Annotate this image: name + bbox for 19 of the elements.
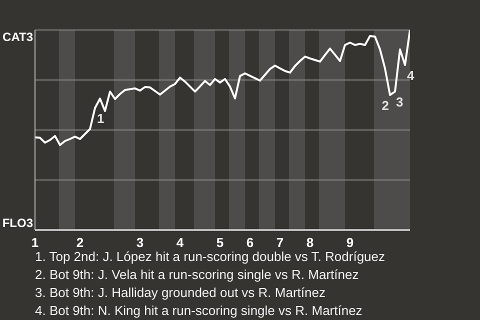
- annotation: 2: [382, 98, 389, 113]
- text: 3. Bot 9th: J. Halliday grounded out vs R. Martínez: [35, 284, 326, 302]
- x-tick-label: 2: [76, 235, 84, 250]
- text: 2. Bot 9th: J. Vela hit a run-scoring single vs R. Martínez: [35, 266, 360, 284]
- annotation: 1: [97, 111, 104, 126]
- x-tick-label: 5: [216, 235, 224, 250]
- x-tick-label: 3: [136, 235, 144, 250]
- x-tick-label: 6: [246, 235, 254, 250]
- text: CAT3: [2, 30, 34, 44]
- annotation: 3: [396, 94, 404, 110]
- text: 1. Top 2nd: J. López hit a run-scoring double vs T. Rodríguez: [35, 248, 386, 266]
- x-tick-label: 4: [176, 235, 184, 250]
- x-tick-label: 1: [31, 235, 39, 250]
- text: 4. Bot 9th: N. King hit a run-scoring single vs R. Martínez: [35, 302, 364, 320]
- text: FLO3: [2, 216, 34, 230]
- x-tick-label: 7: [276, 235, 284, 250]
- x-tick-label: 8: [306, 235, 314, 250]
- x-tick-label: 9: [346, 235, 354, 250]
- annotation: 4: [407, 68, 415, 83]
